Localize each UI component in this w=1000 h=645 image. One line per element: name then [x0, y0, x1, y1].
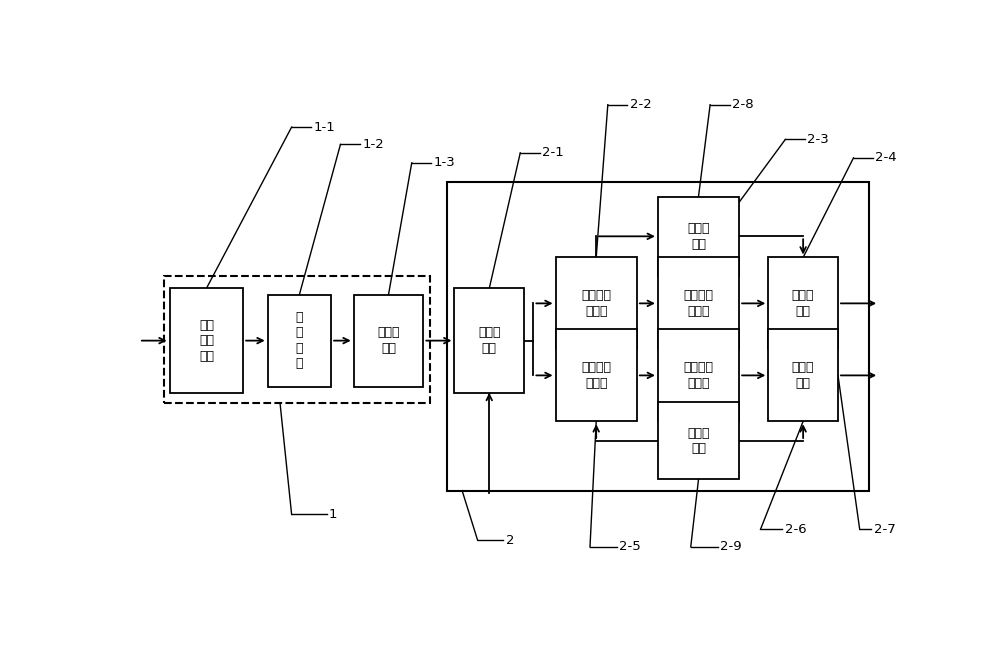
Text: 2-9: 2-9: [720, 541, 742, 553]
FancyBboxPatch shape: [658, 257, 739, 350]
Text: 2-8: 2-8: [732, 98, 753, 111]
Text: 触发单
元二: 触发单 元二: [792, 361, 814, 390]
Text: 2-5: 2-5: [619, 541, 641, 553]
Text: 2-7: 2-7: [874, 523, 895, 536]
FancyBboxPatch shape: [768, 257, 838, 350]
Text: 逻辑
处理
单元: 逻辑 处理 单元: [199, 319, 214, 362]
Text: 光发送
电路: 光发送 电路: [377, 326, 400, 355]
Text: 1-1: 1-1: [313, 121, 335, 134]
FancyBboxPatch shape: [454, 288, 524, 393]
Text: 电源单
元二: 电源单 元二: [687, 427, 710, 455]
FancyBboxPatch shape: [768, 330, 838, 421]
FancyBboxPatch shape: [658, 330, 739, 421]
Text: 电压转换
单元二: 电压转换 单元二: [684, 361, 714, 390]
FancyBboxPatch shape: [658, 402, 739, 479]
FancyBboxPatch shape: [268, 295, 331, 386]
Text: 光接收
电路: 光接收 电路: [478, 326, 501, 355]
Text: 2-4: 2-4: [875, 152, 897, 164]
Text: 电压转换
单元一: 电压转换 单元一: [684, 289, 714, 317]
Text: 1-2: 1-2: [362, 138, 384, 151]
Text: 2-1: 2-1: [542, 146, 564, 159]
FancyBboxPatch shape: [354, 295, 423, 386]
FancyBboxPatch shape: [556, 257, 637, 350]
Text: 光耦隔离
电路一: 光耦隔离 电路一: [581, 289, 611, 317]
FancyBboxPatch shape: [170, 288, 243, 393]
Text: 2: 2: [506, 534, 514, 547]
Text: 驱
动
电
路: 驱 动 电 路: [296, 311, 303, 370]
FancyBboxPatch shape: [658, 197, 739, 276]
Text: 2-6: 2-6: [785, 523, 806, 536]
FancyBboxPatch shape: [556, 330, 637, 421]
Text: 光耦隔离
电路二: 光耦隔离 电路二: [581, 361, 611, 390]
Text: 触发单
元一: 触发单 元一: [792, 289, 814, 317]
Text: 2-3: 2-3: [807, 133, 829, 146]
Text: 电源单
元一: 电源单 元一: [687, 222, 710, 250]
Text: 2-2: 2-2: [630, 98, 651, 111]
Text: 1: 1: [329, 508, 337, 521]
Text: 1-3: 1-3: [433, 156, 455, 170]
